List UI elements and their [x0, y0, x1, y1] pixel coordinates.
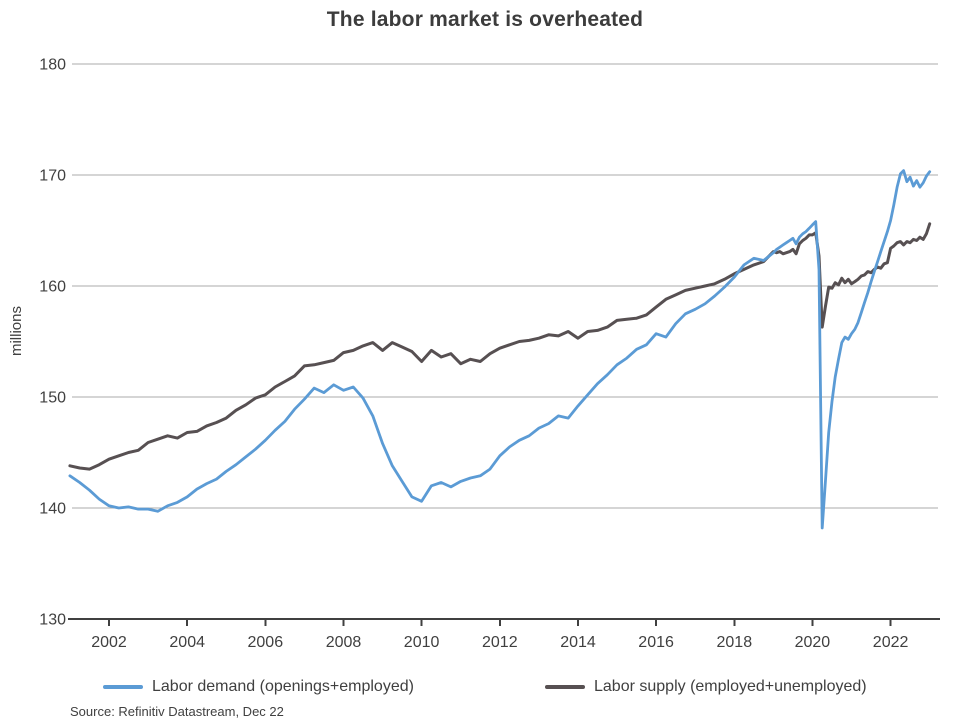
x-tick-label: 2014 — [560, 634, 596, 651]
y-axis-title: millions — [8, 306, 25, 357]
x-tick-label: 2010 — [404, 634, 440, 651]
x-tick-label: 2022 — [873, 634, 909, 651]
x-tick-label: 2004 — [169, 634, 205, 651]
y-tick-label: 150 — [39, 390, 66, 407]
legend-label-labor-supply: Labor supply (employed+unemployed) — [594, 678, 867, 695]
y-tick-label: 170 — [39, 168, 66, 185]
y-tick-label: 180 — [39, 57, 66, 74]
x-tick-label: 2008 — [326, 634, 362, 651]
labor-demand-line — [68, 169, 932, 530]
legend-item-labor-supply: Labor supply (employed+unemployed) — [545, 678, 867, 696]
legend-label-labor-demand: Labor demand (openings+employed) — [152, 678, 414, 695]
chart-title: The labor market is overheated — [326, 8, 644, 31]
labor-supply-swatch-icon — [545, 685, 585, 689]
labor-demand-swatch-icon — [103, 685, 143, 689]
x-tick-label: 2016 — [638, 634, 674, 651]
x-tick-label: 2020 — [795, 634, 831, 651]
x-tick-label: 2006 — [248, 634, 284, 651]
x-tick-label: 2018 — [717, 634, 753, 651]
y-tick-label: 140 — [39, 501, 66, 518]
x-tick-label: 2012 — [482, 634, 518, 651]
x-tick-label: 2002 — [91, 634, 127, 651]
y-tick-label: 160 — [39, 279, 66, 296]
labor-supply-line — [68, 222, 932, 471]
y-tick-label: 130 — [39, 612, 66, 629]
legend-item-labor-demand: Labor demand (openings+employed) — [103, 678, 414, 696]
source-note: Source: Refinitiv Datastream, Dec 22 — [70, 704, 284, 719]
